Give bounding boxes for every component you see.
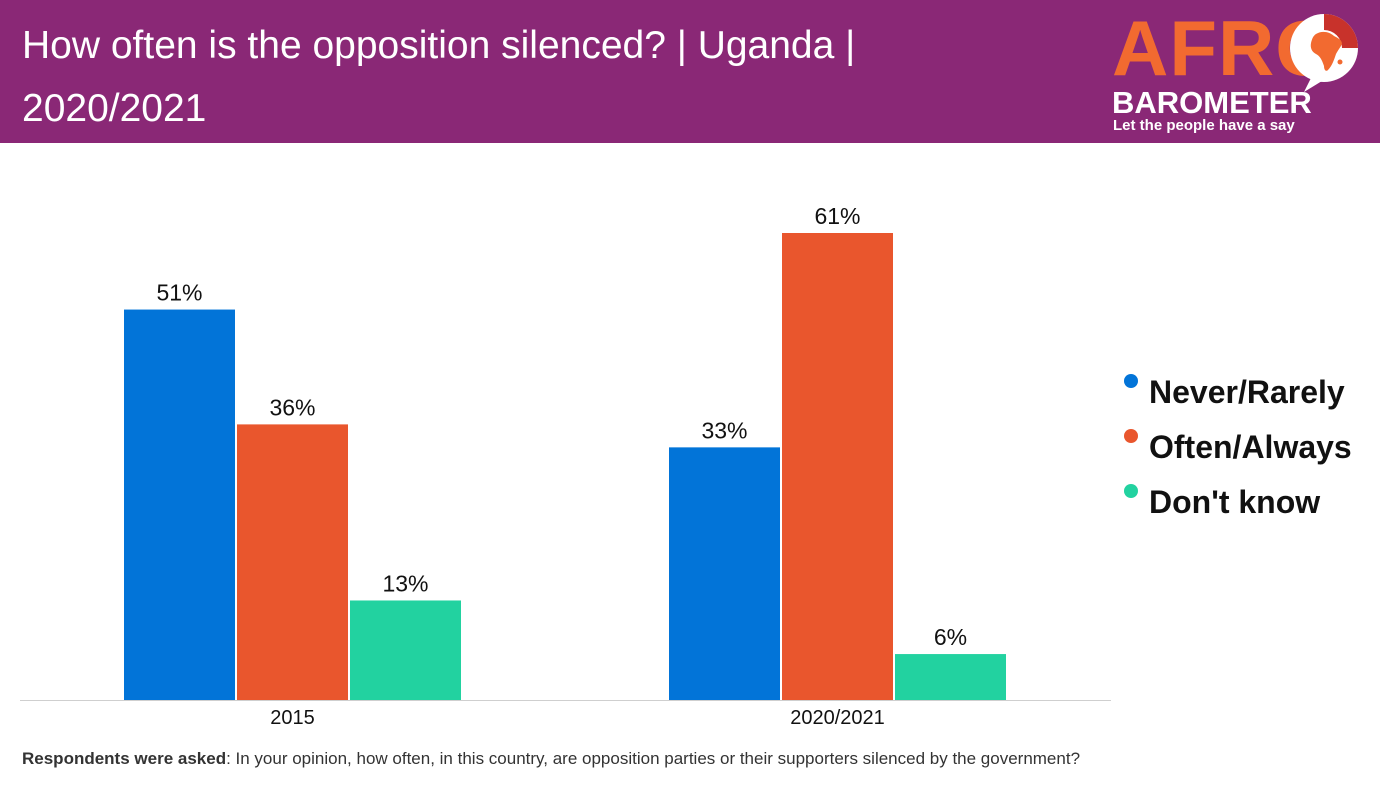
- header-banner: How often is the opposition silenced? | …: [0, 0, 1380, 143]
- logo-tagline: Let the people have a say: [1113, 117, 1295, 134]
- chart-title: How often is the opposition silenced? | …: [22, 24, 856, 130]
- bar-never-rarely-1: [669, 447, 780, 700]
- legend-swatch: [1124, 484, 1138, 498]
- data-label: 33%: [701, 417, 747, 443]
- survey-question-footnote: Respondents were asked: In your opinion,…: [22, 749, 1080, 769]
- bar-never-rarely-0: [124, 309, 235, 700]
- x-tick-label: 2015: [270, 707, 315, 729]
- bar-don-t-know-0: [350, 600, 461, 700]
- x-tick-label: 2020/2021: [790, 707, 885, 729]
- legend-label: Often/Always: [1149, 429, 1352, 465]
- africa-globe-icon: [1290, 14, 1358, 92]
- logo-barometer-text: BAROMETER: [1112, 85, 1312, 120]
- data-label: 6%: [934, 624, 967, 650]
- bar-chart: 51% 36% 13% 2015 33% 61% 6% 2020/2021: [20, 203, 1111, 729]
- data-label: 36%: [269, 394, 315, 420]
- data-label: 13%: [382, 570, 428, 596]
- bar-don-t-know-1: [895, 654, 1006, 700]
- legend-swatch: [1124, 374, 1138, 388]
- footnote-label: Respondents were asked: [22, 749, 227, 768]
- bar-often-always-1: [782, 233, 893, 700]
- bar-often-always-0: [237, 424, 348, 700]
- legend-label: Never/Rarely: [1149, 374, 1345, 410]
- legend-label: Don't know: [1149, 484, 1321, 520]
- afrobarometer-logo: AFRO BAROMETER Let the people have a say: [1110, 8, 1370, 138]
- data-label: 51%: [156, 280, 202, 306]
- data-label: 61%: [814, 203, 860, 229]
- legend-swatch: [1124, 429, 1138, 443]
- footnote-text: : In your opinion, how often, in this co…: [226, 749, 1081, 768]
